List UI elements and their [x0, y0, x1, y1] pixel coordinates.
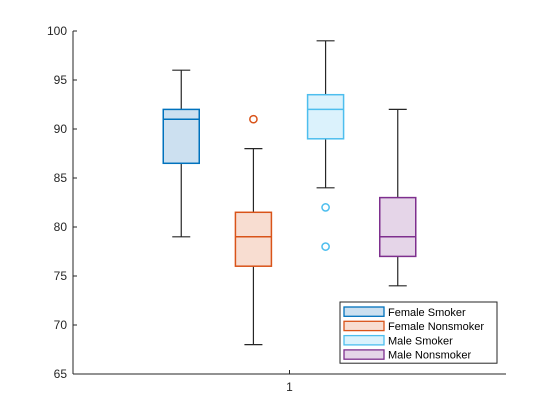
- outlier-point: [321, 242, 330, 251]
- legend-label: Female Smoker: [388, 307, 466, 319]
- y-tick-label: 80: [54, 220, 68, 234]
- box-group: [306, 40, 345, 251]
- boxes: [162, 40, 417, 346]
- legend-swatch: [343, 320, 385, 332]
- x-tick-label: 1: [286, 380, 293, 394]
- legend: Female Smoker Female Nonsmoker Male Smoker…: [339, 301, 498, 364]
- legend-label: Male Nonsmoker: [388, 350, 471, 362]
- legend-label: Male Smoker: [388, 335, 453, 347]
- y-tick-label: 95: [54, 73, 68, 87]
- y-tick-label: 75: [54, 269, 68, 283]
- box-group: [379, 108, 417, 287]
- legend-label: Female Nonsmoker: [388, 321, 484, 333]
- legend-swatch: [343, 334, 385, 346]
- y-tick-label: 100: [47, 24, 67, 38]
- box-iqr: [379, 196, 417, 258]
- y-tick-label: 70: [54, 318, 68, 332]
- y-axis-ticks: 65 70 75 80 85 90 95 100: [47, 24, 77, 381]
- y-tick-label: 65: [54, 367, 68, 381]
- box-iqr: [306, 93, 345, 140]
- x-axis-ticks: 1: [286, 370, 293, 394]
- outlier-point: [249, 114, 258, 124]
- y-tick-label: 85: [54, 171, 68, 185]
- box-iqr: [234, 211, 273, 267]
- box-group: [234, 114, 273, 346]
- outlier-point: [321, 203, 330, 212]
- legend-swatch: [343, 306, 385, 317]
- y-tick-label: 90: [54, 122, 68, 136]
- box-group: [162, 69, 200, 238]
- box-iqr: [162, 108, 200, 165]
- legend-swatch: [343, 349, 385, 360]
